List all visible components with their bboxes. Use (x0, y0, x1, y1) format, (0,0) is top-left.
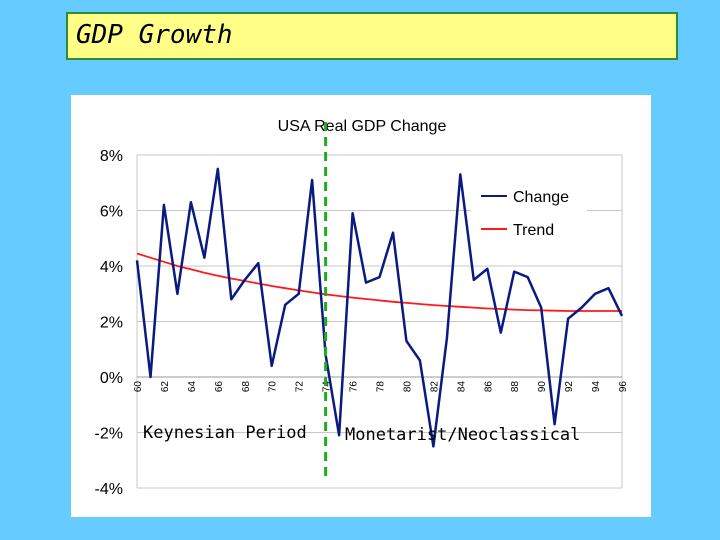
y-tick-label: 4% (100, 259, 123, 276)
y-tick-label: 0% (100, 370, 123, 387)
x-tick-label: 76 (349, 381, 360, 393)
x-tick-label: 68 (241, 381, 252, 393)
legend-change-label: Change (513, 189, 569, 206)
slide-title: GDP Growth (76, 20, 233, 50)
series-line-change (135, 167, 624, 448)
x-tick-labels: 60 62 64 66 68 70 72 74 76 78 80 82 84 86 88 90 92 94 96 (133, 381, 629, 393)
x-tick-label: 86 (483, 381, 494, 393)
chart-title: USA Real GDP Change (278, 118, 447, 135)
legend-trend-label: Trend (513, 222, 554, 239)
x-tick-label: 84 (456, 381, 467, 393)
y-tick-label: 2% (100, 315, 123, 332)
x-tick-label: 88 (510, 381, 521, 393)
legend: Change Trend (471, 181, 587, 245)
x-tick-label: 96 (618, 381, 629, 393)
x-tick-label: 64 (187, 381, 198, 393)
x-tick-label: 62 (160, 381, 171, 393)
grid-lines (136, 154, 623, 489)
x-tick-label: 90 (537, 381, 548, 393)
y-tick-label: -4% (95, 481, 123, 498)
y-tick-label: 6% (100, 204, 123, 221)
y-tick-label: -2% (95, 426, 123, 443)
series-lines (135, 167, 624, 448)
keynesian-period-label: Keynesian Period (143, 423, 307, 443)
x-tick-label: 66 (214, 381, 225, 393)
y-tick-label: 8% (100, 148, 123, 165)
x-tick-label: 80 (402, 381, 413, 393)
x-tick-label: 82 (429, 381, 440, 393)
gdp-chart: USA Real GDP Change 8%6%4%2%0%-2%-4% 60 6… (95, 118, 629, 498)
x-tick-label: 60 (133, 381, 144, 393)
x-tick-label: 78 (376, 381, 387, 393)
y-tick-labels: 8% 6% 4% 2% 0% -2% -4% (95, 148, 123, 498)
slide-title-box: GDP Growth (66, 12, 678, 60)
chart-panel: USA Real GDP Change 8% 6% 4% 2% 0% -2% -4% 60 6… (71, 95, 651, 517)
legend-box (471, 181, 587, 245)
series-line-trend (136, 252, 622, 312)
x-tick-label: 92 (564, 381, 575, 393)
x-tick-label: 72 (295, 381, 306, 393)
x-tick-label: 74 (322, 381, 333, 393)
monetarist-period-label: Monetarist/Neoclassical (345, 425, 581, 445)
x-tick-label: 94 (591, 381, 602, 393)
x-tick-label: 70 (268, 381, 279, 393)
